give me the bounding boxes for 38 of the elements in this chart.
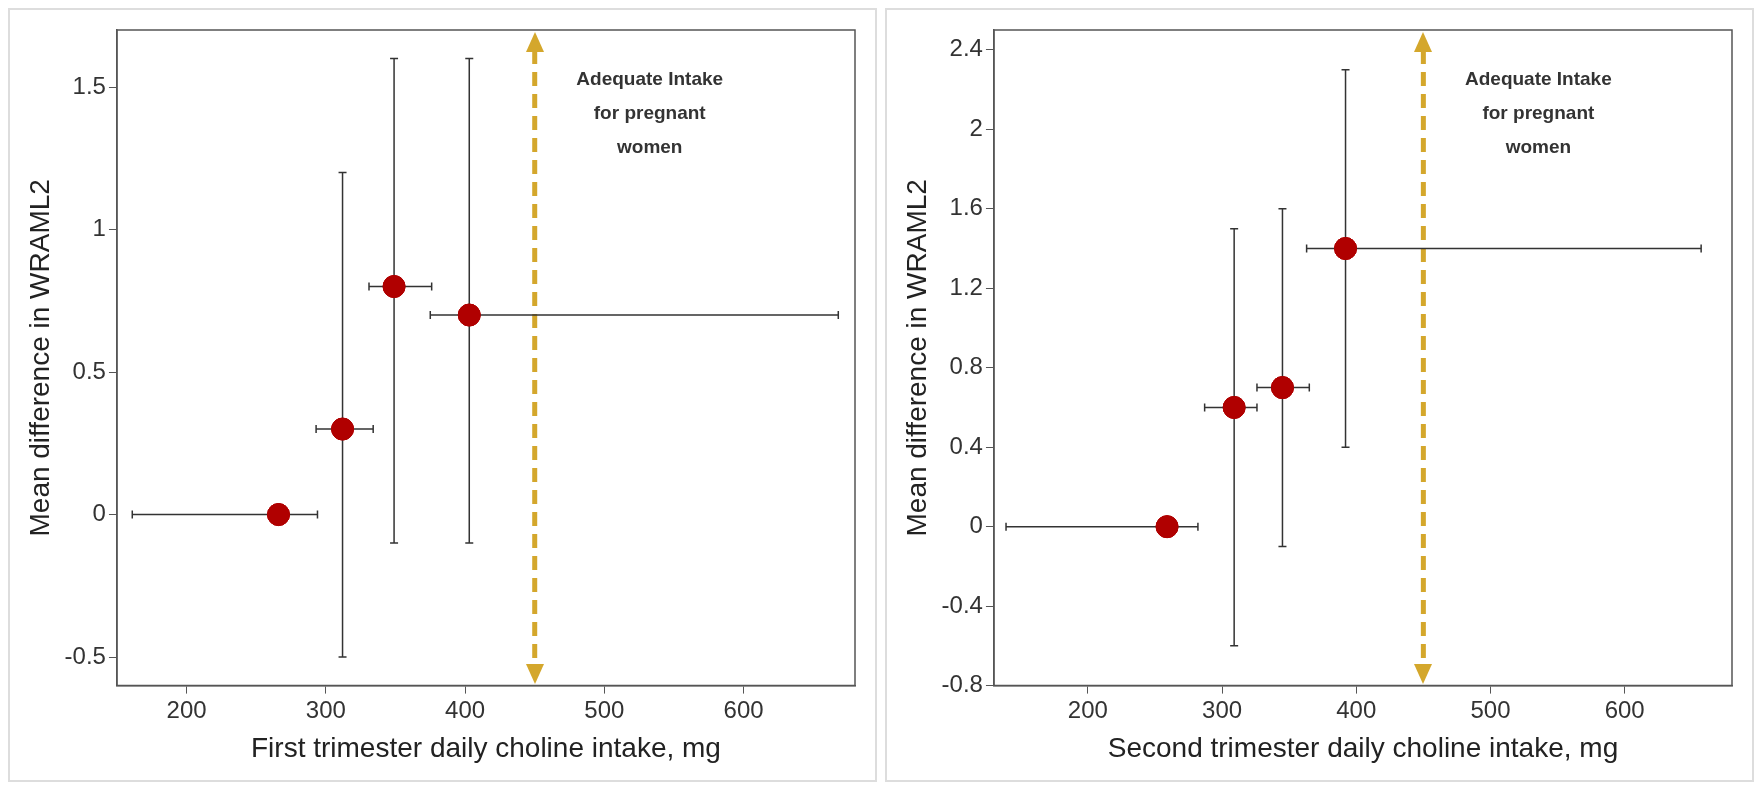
x-axis-title: Second trimester daily choline intake, mg <box>1107 731 1619 763</box>
ref-line-label: Adequate Intake for pregnant women <box>576 67 724 157</box>
y-tick-label: 1.6 <box>949 193 983 221</box>
x-tick-label: 500 <box>584 695 625 723</box>
x-tick-label: 600 <box>723 695 764 723</box>
y-tick-label: 0.4 <box>949 431 983 459</box>
x-tick-label: 300 <box>1202 695 1243 723</box>
y-tick-label: 0 <box>92 499 106 527</box>
ref-line-label: Adequate Intake for pregnant women <box>1464 67 1612 157</box>
point <box>266 503 290 527</box>
y-tick-label: 0 <box>969 511 983 539</box>
x-tick-label: 400 <box>445 695 486 723</box>
y-tick-label: 1.5 <box>72 71 106 99</box>
point <box>1155 515 1179 539</box>
x-tick-label: 200 <box>1067 695 1108 723</box>
y-tick-label: -0.5 <box>64 641 106 669</box>
point <box>1270 376 1294 400</box>
point <box>382 275 406 299</box>
y-tick-label: 1.2 <box>949 272 983 300</box>
x-tick-label: 300 <box>305 695 346 723</box>
y-axis-title: Mean difference in WRAML2 <box>900 179 932 537</box>
y-tick-label: 0.8 <box>949 352 983 380</box>
y-axis-title: Mean difference in WRAML2 <box>23 179 55 537</box>
y-tick-label: -0.4 <box>941 590 983 618</box>
x-tick-label: 400 <box>1336 695 1377 723</box>
y-tick-label: 0.5 <box>72 356 106 384</box>
point <box>331 417 355 441</box>
x-tick-label: 200 <box>166 695 207 723</box>
x-tick-label: 600 <box>1604 695 1645 723</box>
x-axis-title: First trimester daily choline intake, mg <box>251 731 721 763</box>
point <box>1334 237 1358 261</box>
y-tick-label: -0.8 <box>941 670 983 698</box>
point <box>1222 395 1246 419</box>
y-tick-label: 2 <box>969 113 983 141</box>
y-tick-label: 1 <box>92 214 106 242</box>
x-tick-label: 500 <box>1470 695 1511 723</box>
point <box>457 303 481 327</box>
y-tick-label: 2.4 <box>949 34 983 62</box>
